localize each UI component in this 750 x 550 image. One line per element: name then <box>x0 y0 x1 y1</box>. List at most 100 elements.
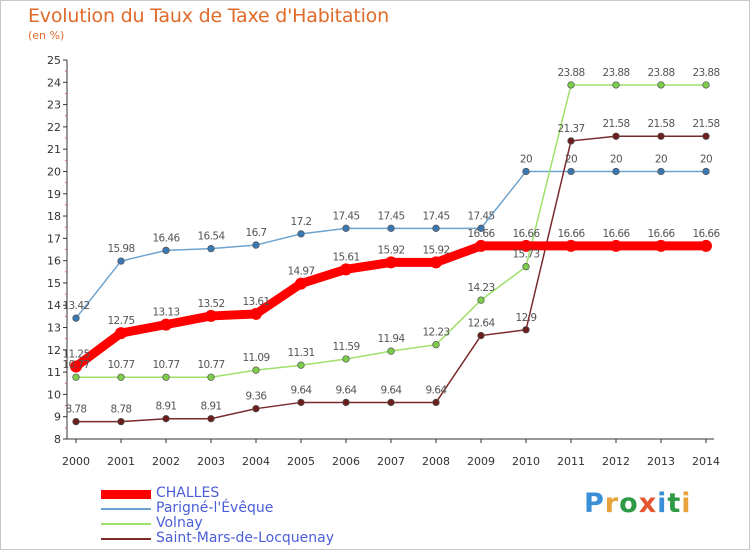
data-point <box>207 244 215 253</box>
x-tick-label: 2011 <box>557 455 585 468</box>
data-point <box>342 224 350 232</box>
logo-letter: P <box>584 488 605 519</box>
y-tick-label: 11 <box>47 366 61 379</box>
data-point <box>702 132 710 140</box>
data-label: 14.97 <box>287 266 314 278</box>
legend-swatch <box>101 538 151 540</box>
data-point <box>477 296 485 304</box>
y-tick-label: 23 <box>47 99 61 112</box>
data-label: 11.59 <box>332 341 359 353</box>
data-label: 9.64 <box>381 384 403 396</box>
data-label: 9.64 <box>336 384 358 396</box>
x-tick-label: 2014 <box>692 455 720 468</box>
data-label: 10.77 <box>197 359 224 371</box>
data-label: 16.46 <box>152 232 180 244</box>
series-line-3 <box>76 135 706 423</box>
y-tick-label: 22 <box>47 121 61 134</box>
data-point <box>700 239 712 252</box>
legend-label: Volnay <box>156 515 203 531</box>
data-point <box>250 307 262 320</box>
data-point <box>115 327 127 340</box>
data-point <box>657 167 665 176</box>
data-label: 13.61 <box>242 296 269 308</box>
chart-data-points <box>70 81 712 426</box>
data-label: 15.73 <box>512 249 539 261</box>
data-label: 10.77 <box>107 359 134 371</box>
data-point <box>72 373 80 381</box>
data-label: 13.52 <box>197 298 224 310</box>
data-label: 10.77 <box>152 359 179 371</box>
data-label: 15.92 <box>377 244 404 256</box>
data-label: 20 <box>610 153 622 165</box>
data-point <box>252 405 260 413</box>
data-label: 8.91 <box>201 401 222 413</box>
data-label: 15.92 <box>422 244 449 256</box>
y-tick-label: 14 <box>47 299 61 312</box>
x-tick-label: 2006 <box>332 455 360 468</box>
data-label: 12.23 <box>422 327 449 339</box>
data-point <box>655 239 667 252</box>
data-point <box>252 241 260 249</box>
logo-letter: r <box>604 488 620 519</box>
data-point <box>72 314 80 322</box>
logo-letter: i <box>681 488 692 519</box>
y-tick-label: 19 <box>47 188 61 201</box>
legend-swatch <box>101 490 151 499</box>
logo-letter: i <box>657 488 668 519</box>
data-point <box>520 239 532 252</box>
data-point <box>612 167 620 176</box>
data-point <box>342 355 350 363</box>
data-label: 11.31 <box>287 347 314 359</box>
data-label: 15.61 <box>332 251 359 263</box>
data-point <box>567 81 575 89</box>
data-label: 20 <box>700 153 712 165</box>
data-label: 17.45 <box>377 210 404 222</box>
data-point <box>117 417 125 426</box>
data-point <box>522 326 530 334</box>
data-point <box>207 415 215 423</box>
data-label: 20 <box>655 153 667 165</box>
y-tick-label: 12 <box>47 344 61 357</box>
data-label: 16.54 <box>197 231 225 243</box>
y-tick-label: 9 <box>54 411 61 424</box>
data-label: 13.42 <box>62 300 89 312</box>
data-label: 10.77 <box>62 359 89 371</box>
data-point <box>162 415 170 423</box>
y-tick-label: 25 <box>47 54 61 67</box>
logo-letter: t <box>667 488 682 519</box>
data-point <box>340 263 352 276</box>
data-point <box>295 277 307 290</box>
chart-axes: 8 9 10 11 12 13 14 15 16 17 18 19 20 21 22 23 24 25 2000 20… <box>47 54 720 468</box>
x-tick-label: 2001 <box>107 455 135 468</box>
data-point <box>565 239 577 252</box>
data-point <box>297 361 305 369</box>
data-point <box>432 398 440 407</box>
y-tick-label: 24 <box>47 76 61 89</box>
legend-label: Parigné-l'Évêque <box>156 500 274 516</box>
data-label: 21.58 <box>602 118 629 130</box>
data-point <box>297 230 305 238</box>
data-label: 20 <box>520 153 532 165</box>
data-label: 21.58 <box>692 118 719 130</box>
proxiti-logo: Proxiti <box>584 488 692 519</box>
data-label: 23.88 <box>557 67 584 79</box>
data-point <box>612 132 620 140</box>
data-label: 23.88 <box>602 67 629 79</box>
data-label: 12.9 <box>516 312 537 324</box>
data-point <box>117 373 125 381</box>
x-tick-label: 2005 <box>287 455 315 468</box>
data-point <box>522 263 530 271</box>
chart-data-labels: 11.25 12.75 13.13 13.52 13.61 14.97 15.61 15.92… <box>62 67 721 416</box>
data-label: 16.66 <box>647 228 675 240</box>
legend-swatch <box>101 508 151 510</box>
legend-swatch <box>101 523 151 525</box>
data-point <box>567 167 575 176</box>
data-point <box>387 224 395 232</box>
data-point <box>70 360 82 373</box>
data-label: 21.58 <box>647 118 674 130</box>
x-tick-label: 2009 <box>467 455 495 468</box>
data-label: 9.64 <box>426 384 448 396</box>
data-label: 12.75 <box>107 315 134 327</box>
